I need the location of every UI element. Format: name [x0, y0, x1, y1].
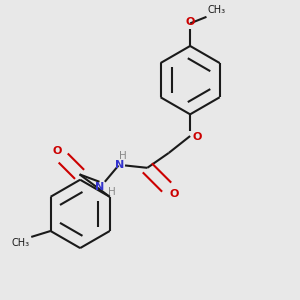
Text: O: O — [52, 146, 62, 156]
Text: O: O — [185, 17, 195, 27]
Text: N: N — [115, 160, 124, 170]
Text: CH₃: CH₃ — [12, 238, 30, 248]
Text: O: O — [169, 189, 178, 199]
Text: H: H — [119, 151, 127, 161]
Text: H: H — [108, 187, 116, 196]
Text: N: N — [95, 182, 104, 192]
Text: O: O — [193, 132, 202, 142]
Text: CH₃: CH₃ — [208, 5, 226, 15]
